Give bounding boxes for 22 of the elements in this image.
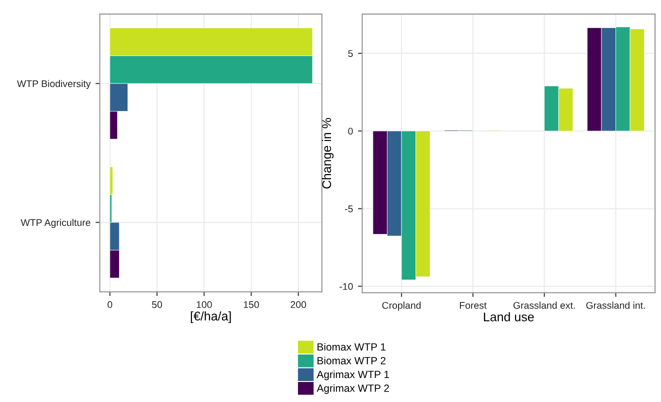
x-tick-label: 200 <box>290 301 306 308</box>
x-tick-label: 150 <box>244 301 259 308</box>
x-tick-label: 50 <box>152 301 162 308</box>
y-tick-label: WTP Agriculture <box>20 218 90 228</box>
x-tick-label: 100 <box>196 301 212 308</box>
legend-label: Biomax WTP 2 <box>318 356 386 364</box>
legend-label: Agrimax WTP 1 <box>316 370 389 380</box>
legend-label: Agrimax WTP 2 <box>316 384 389 394</box>
x-axis-title: [€/ha/a] <box>190 311 231 323</box>
y-tick-label: 5 <box>348 50 353 57</box>
x-tick-label: Forest <box>460 302 487 309</box>
x-tick-label: 0 <box>108 301 112 308</box>
legend-label: Biomax WTP 1 <box>318 342 386 351</box>
y-tick-label: -10 <box>340 283 353 290</box>
y-tick-label: 0 <box>348 128 353 135</box>
x-tick-label: Cropland <box>382 302 421 311</box>
x-tick-label: Grassland int. <box>586 302 645 309</box>
y-axis-title: Change in % <box>322 118 334 189</box>
x-axis-title: Land use <box>484 312 534 322</box>
y-tick-label: -5 <box>344 205 353 212</box>
y-tick-label: WTP Biodiversity <box>16 80 91 90</box>
x-tick-label: Grassland ext. <box>514 302 575 309</box>
